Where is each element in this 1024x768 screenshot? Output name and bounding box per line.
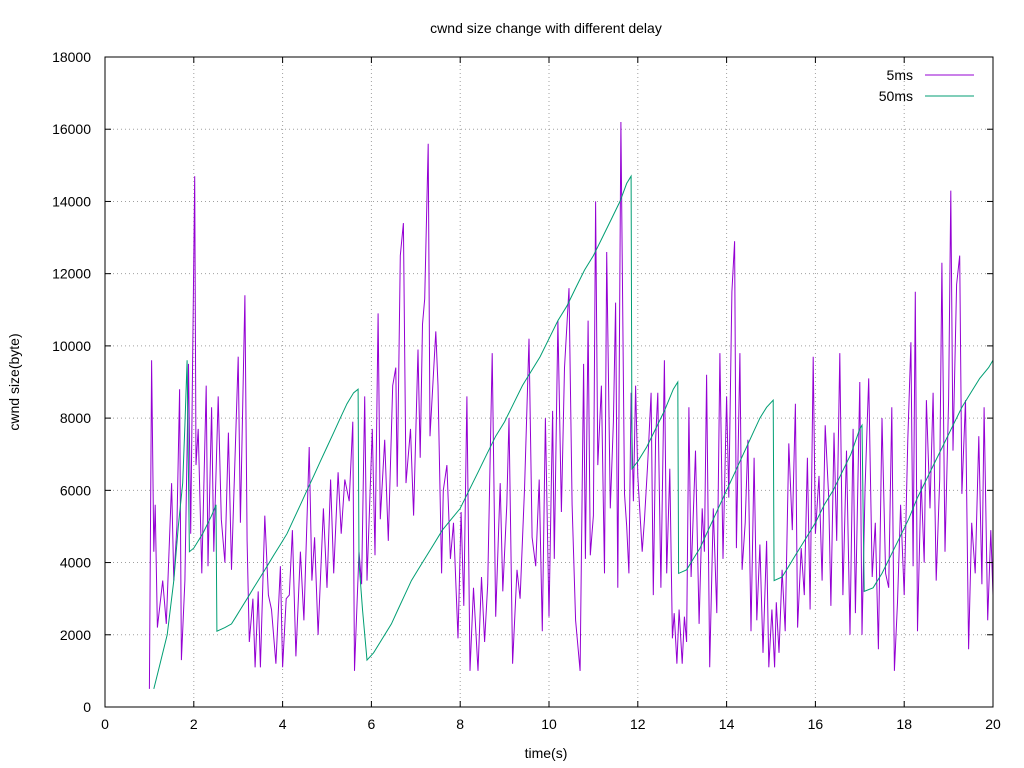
ticks: 0 2 4 6 8 10 12 14 16 18 20 0 2000 4000 6000 8000 10000 1… <box>52 49 1001 732</box>
series-line-50ms <box>153 174 994 690</box>
x-tick-label: 2 <box>190 716 198 732</box>
x-tick-label: 0 <box>101 716 109 732</box>
legend: 5ms 50ms <box>879 67 974 104</box>
chart-title: cwnd size change with different delay <box>430 20 662 36</box>
y-tick-label: 18000 <box>52 49 91 65</box>
x-axis-label: time(s) <box>525 745 568 761</box>
y-tick-label: 8000 <box>60 410 91 426</box>
y-tick-label: 14000 <box>52 193 91 209</box>
grid <box>105 57 993 707</box>
x-tick-label: 18 <box>896 716 912 732</box>
y-tick-label: 10000 <box>52 338 91 354</box>
y-tick-label: 12000 <box>52 266 91 282</box>
y-tick-label: 16000 <box>52 121 91 137</box>
x-tick-label: 10 <box>541 716 557 732</box>
y-tick-label: 0 <box>83 699 91 715</box>
y-axis-label: cwnd size(byte) <box>6 333 22 430</box>
x-tick-label: 8 <box>456 716 464 732</box>
x-tick-label: 4 <box>279 716 287 732</box>
y-tick-label: 6000 <box>60 482 91 498</box>
y-tick-label: 2000 <box>60 627 91 643</box>
x-tick-label: 20 <box>985 716 1001 732</box>
x-tick-label: 14 <box>719 716 735 732</box>
legend-label: 5ms <box>887 67 913 83</box>
x-tick-label: 6 <box>368 716 376 732</box>
series-layer <box>148 121 994 690</box>
legend-label: 50ms <box>879 88 913 104</box>
y-tick-label: 4000 <box>60 555 91 571</box>
x-tick-label: 12 <box>630 716 646 732</box>
series-line-5ms <box>148 121 994 689</box>
x-tick-label: 16 <box>808 716 824 732</box>
